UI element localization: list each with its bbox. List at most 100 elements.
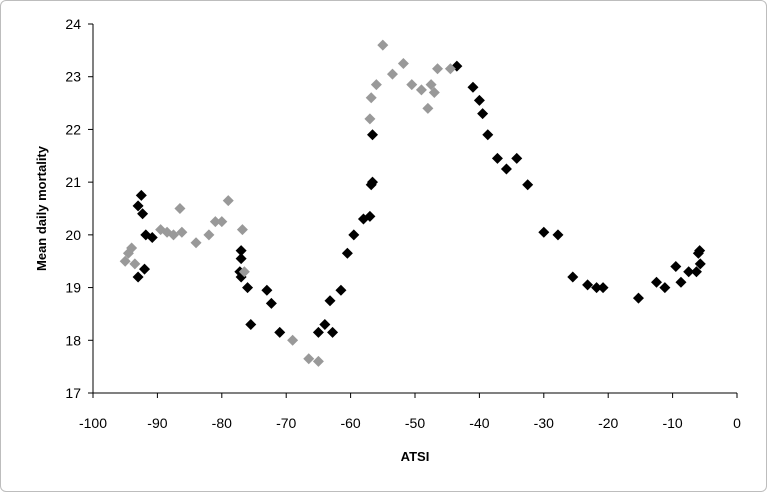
data-point-gray <box>238 266 250 278</box>
data-point-black <box>364 210 376 222</box>
data-point-black <box>327 326 339 338</box>
x-axis-title: ATSI <box>401 449 430 464</box>
data-point-black <box>265 297 277 309</box>
data-point-gray <box>428 87 440 99</box>
data-point-gray <box>168 229 179 241</box>
data-point-gray <box>377 39 389 51</box>
data-point-black <box>324 295 336 307</box>
data-point-gray <box>303 353 315 365</box>
x-tick-label: -10 <box>662 415 682 431</box>
data-point-black <box>670 260 682 272</box>
data-point-black <box>694 258 706 270</box>
data-point-black <box>146 231 158 243</box>
data-point-gray <box>126 242 138 254</box>
data-point-black <box>132 271 144 283</box>
data-point-black <box>473 94 485 106</box>
x-tick-label: -100 <box>79 415 107 431</box>
y-tick-label: 18 <box>65 332 81 348</box>
data-point-black <box>477 108 489 120</box>
data-point-black <box>366 129 378 141</box>
data-point-black <box>591 282 603 294</box>
data-point-black <box>366 176 378 188</box>
data-point-black <box>690 266 702 278</box>
data-point-black <box>511 152 523 164</box>
x-axis-ticks: -100 -90 -80 -70 -60 -50 -40 -30 -20 -10 0 <box>79 393 741 431</box>
data-point-gray <box>386 68 398 80</box>
y-axis-title: Mean daily mortality <box>34 145 49 271</box>
data-point-black <box>538 226 550 238</box>
data-point-black <box>482 129 494 141</box>
data-point-gray <box>203 229 215 241</box>
data-point-black <box>242 282 254 294</box>
data-point-gray <box>415 84 427 96</box>
data-point-black <box>348 229 360 241</box>
x-tick-label: -90 <box>147 415 167 431</box>
data-point-black <box>335 284 347 296</box>
data-point-black <box>597 282 609 294</box>
x-tick-label: -50 <box>405 415 425 431</box>
data-point-gray <box>216 216 228 228</box>
y-tick-label: 19 <box>65 280 81 296</box>
data-point-black <box>235 253 247 265</box>
x-tick-label: -20 <box>598 415 618 431</box>
y-tick-label: 24 <box>65 16 81 32</box>
data-point-black <box>552 229 564 241</box>
data-point-black <box>582 279 594 291</box>
data-point-black <box>651 276 662 288</box>
data-point-black <box>632 292 644 304</box>
y-tick-label: 17 <box>65 385 81 401</box>
y-tick-label: 20 <box>65 227 81 243</box>
y-tick-label: 21 <box>65 174 81 190</box>
data-point-gray <box>119 255 131 267</box>
data-point-gray <box>190 237 202 249</box>
data-point-black <box>274 326 286 338</box>
data-point-black <box>135 189 147 201</box>
data-point-black <box>675 276 687 288</box>
x-tick-label: 0 <box>733 415 741 431</box>
x-tick-label: -80 <box>212 415 232 431</box>
data-point-black <box>245 318 257 330</box>
x-tick-label: -60 <box>340 415 360 431</box>
data-point-gray <box>406 79 418 91</box>
x-tick-label: -40 <box>469 415 489 431</box>
data-point-black <box>522 179 534 191</box>
data-point-gray <box>370 79 382 91</box>
data-point-black <box>235 245 247 257</box>
data-point-gray <box>176 226 188 238</box>
data-point-black <box>341 247 353 259</box>
data-point-black <box>567 271 579 283</box>
data-point-black <box>500 163 512 175</box>
data-point-black <box>261 284 273 296</box>
data-point-gray <box>397 58 409 70</box>
x-tick-label: -30 <box>534 415 554 431</box>
data-point-gray <box>444 63 456 75</box>
data-point-gray <box>312 355 324 367</box>
data-point-black <box>312 326 324 338</box>
data-point-gray <box>287 334 299 346</box>
data-point-black <box>132 200 144 212</box>
data-point-black <box>319 318 331 330</box>
data-point-gray <box>365 92 377 104</box>
y-tick-label: 22 <box>65 121 81 137</box>
data-point-gray <box>209 216 221 228</box>
data-point-gray <box>236 224 248 236</box>
data-point-black <box>694 245 706 257</box>
data-point-black <box>137 208 149 220</box>
data-point-gray <box>129 258 141 270</box>
data-point-gray <box>174 203 186 214</box>
y-axis-ticks: 17 18 19 20 21 22 23 24 <box>65 16 93 401</box>
data-point-black <box>467 81 479 93</box>
data-point-gray <box>422 102 434 114</box>
data-point-gray <box>364 113 376 125</box>
x-tick-label: -70 <box>276 415 296 431</box>
data-points <box>119 39 706 367</box>
data-point-black <box>683 266 695 278</box>
data-point-black <box>139 263 151 275</box>
data-point-black <box>659 282 671 294</box>
y-tick-label: 23 <box>65 69 81 85</box>
data-point-gray <box>425 79 437 91</box>
data-point-black <box>491 152 503 164</box>
data-point-gray <box>432 63 444 75</box>
